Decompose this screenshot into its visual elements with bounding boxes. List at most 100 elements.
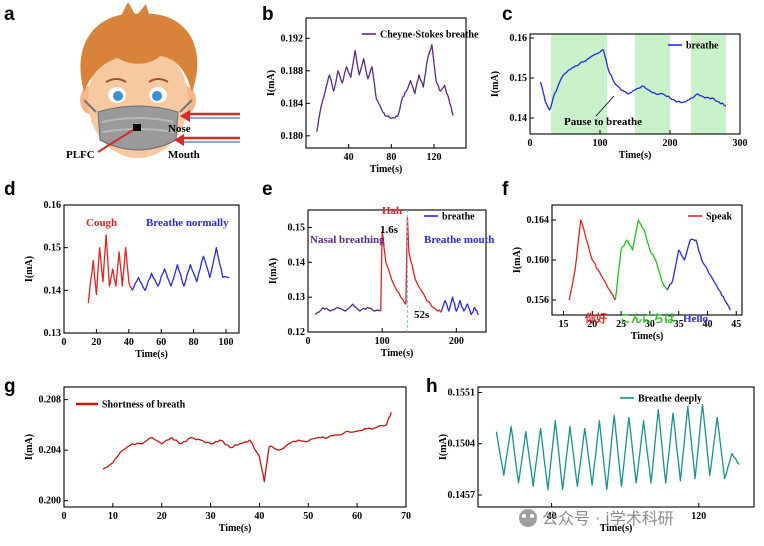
ylabel-f: I(mA): [512, 247, 523, 273]
hair: [80, 13, 198, 92]
panel-label-e: e: [262, 179, 273, 200]
xtick-label-g-1: 10: [108, 511, 118, 522]
ytick-label-b-0: 0.180: [281, 131, 304, 142]
xlabel-e: Time(s): [381, 348, 414, 359]
xlabel-f: Time(s): [631, 331, 664, 342]
ytick-label-b-1: 0.184: [281, 98, 304, 109]
series-line-e-1: [380, 216, 442, 313]
ylabel-d: I(mA): [24, 256, 35, 282]
ytick-label-d-0: 0.13: [44, 328, 62, 339]
series-line-g-0: [102, 412, 392, 483]
ytick-label-g-1: 0.204: [39, 445, 62, 456]
xlabel-c: Time(s): [619, 150, 652, 161]
hair-tuft: [120, 2, 150, 18]
panel-label-f: f: [502, 179, 509, 200]
xtick-label-h-1: 120: [691, 511, 706, 522]
pause-pointer: [595, 95, 615, 117]
ytick-label-e-1: 0.13: [288, 292, 306, 303]
shaded-region-2: [691, 34, 726, 134]
xtick-label-d-3: 60: [156, 337, 166, 348]
annotation-nihao: 你好: [584, 311, 607, 325]
xtick-label-f-4: 35: [674, 319, 684, 330]
brow-right: [148, 78, 169, 83]
annotation-52s: 52s: [414, 309, 430, 321]
series-line-f-1: [614, 219, 668, 301]
xlabel-h: Time(s): [600, 523, 633, 534]
xtick-label-c-2: 200: [663, 138, 678, 149]
xtick-label-d-0: 0: [62, 337, 67, 348]
xtick-label-f-5: 40: [702, 319, 712, 330]
shaded-region-0: [551, 34, 607, 134]
ylabel-h: I(mA): [438, 434, 449, 460]
ytick-label-d-1: 0.14: [44, 285, 62, 296]
xtick-label-f-0: 15: [559, 319, 569, 330]
xtick-label-d-2: 40: [124, 337, 134, 348]
xlabel-g: Time(s): [219, 523, 252, 534]
series-line-b-0: [316, 44, 454, 132]
series-line-f-0: [568, 219, 616, 301]
panel-label-b: b: [262, 4, 274, 25]
brow-left: [105, 78, 127, 83]
ytick-label-h-2: 0.1551: [448, 387, 476, 398]
xtick-label-f-6: 45: [731, 319, 741, 330]
ytick-label-e-0: 0.12: [288, 327, 306, 338]
watermark-text: 公众号 · i学术科研: [542, 509, 674, 528]
xtick-label-e-2: 200: [449, 336, 464, 347]
panel-label-c: c: [502, 4, 513, 25]
xtick-label-g-6: 60: [352, 511, 362, 522]
xtick-label-g-0: 0: [62, 511, 67, 522]
ytick-label-f-1: 0.160: [527, 255, 550, 266]
annotation-nasal: Nasal breathing: [310, 234, 385, 246]
xtick-label-e-0: 0: [306, 336, 311, 347]
ytick-label-f-2: 0.164: [527, 215, 550, 226]
series-line-d-1: [131, 247, 230, 291]
series-line-h-0: [495, 403, 740, 491]
ytick-label-c-1: 0.15: [510, 73, 528, 84]
pupil-right: [152, 91, 162, 101]
shaded-region-1: [635, 34, 670, 134]
ytick-label-g-2: 0.208: [39, 395, 62, 406]
xtick-label-c-1: 100: [593, 138, 608, 149]
child-illustration: [80, 2, 198, 158]
mouth-label: Mouth: [168, 149, 200, 161]
annotation-hah: Hah: [382, 205, 402, 217]
watermark: 公众号 · i学术科研: [519, 509, 674, 528]
legend-label-c: breathe: [686, 41, 719, 52]
panel-label-a: a: [4, 4, 15, 25]
xtick-label-f-1: 20: [587, 319, 597, 330]
plot-frame-c: [529, 33, 741, 135]
chart-d: 0 20 40 60 80 100 0.13 0.14 0.15 0.16 Time(s) I(mA): [24, 200, 240, 360]
panel-label-g: g: [4, 376, 16, 397]
ytick-label-g-0: 0.200: [39, 496, 62, 507]
plot-frame-d: [63, 204, 240, 334]
legend-label-f: Speak: [706, 212, 733, 223]
ylabel-c: I(mA): [490, 71, 501, 97]
pupil-left: [113, 91, 123, 101]
xtick-label-b-2: 120: [427, 152, 442, 163]
ylabel-e: I(mA): [268, 258, 279, 284]
plot-frame-g: [63, 386, 407, 508]
ytick-label-h-0: 0.1457: [448, 490, 476, 501]
ytick-label-b-3: 0.192: [281, 33, 304, 44]
mouth-arrow: [174, 134, 240, 146]
series-line-d-0: [87, 234, 133, 304]
annotation-breathe-normally: Breathe normally: [146, 217, 229, 229]
xtick-label-c-3: 300: [733, 138, 748, 149]
plot-frame-b: [305, 17, 467, 149]
annotation-1-6s: 1.6s: [380, 224, 399, 236]
chart-c: 0 100 200 300 0.14 0.15 0.16 Time(s) I(mA) breath…: [490, 33, 748, 161]
xlabel-b: Time(s): [370, 164, 403, 175]
annotation-pause: Pause to breathe: [564, 116, 642, 128]
xtick-label-b-0: 40: [344, 152, 354, 163]
sensor-label: PLFC: [66, 149, 95, 161]
ytick-label-f-0: 0.156: [527, 295, 550, 306]
mask-strap-top: [83, 99, 193, 113]
xtick-label-b-1: 80: [386, 152, 396, 163]
ytick-label-e-3: 0.15: [288, 222, 306, 233]
annotation-breathe-mouth: Breathe mouth: [424, 234, 494, 246]
sensor-patch: [133, 124, 141, 131]
ytick-label-e-2: 0.14: [288, 257, 306, 268]
panel-a: a Nose Mou: [4, 2, 240, 161]
panel-label-h: h: [426, 376, 438, 397]
